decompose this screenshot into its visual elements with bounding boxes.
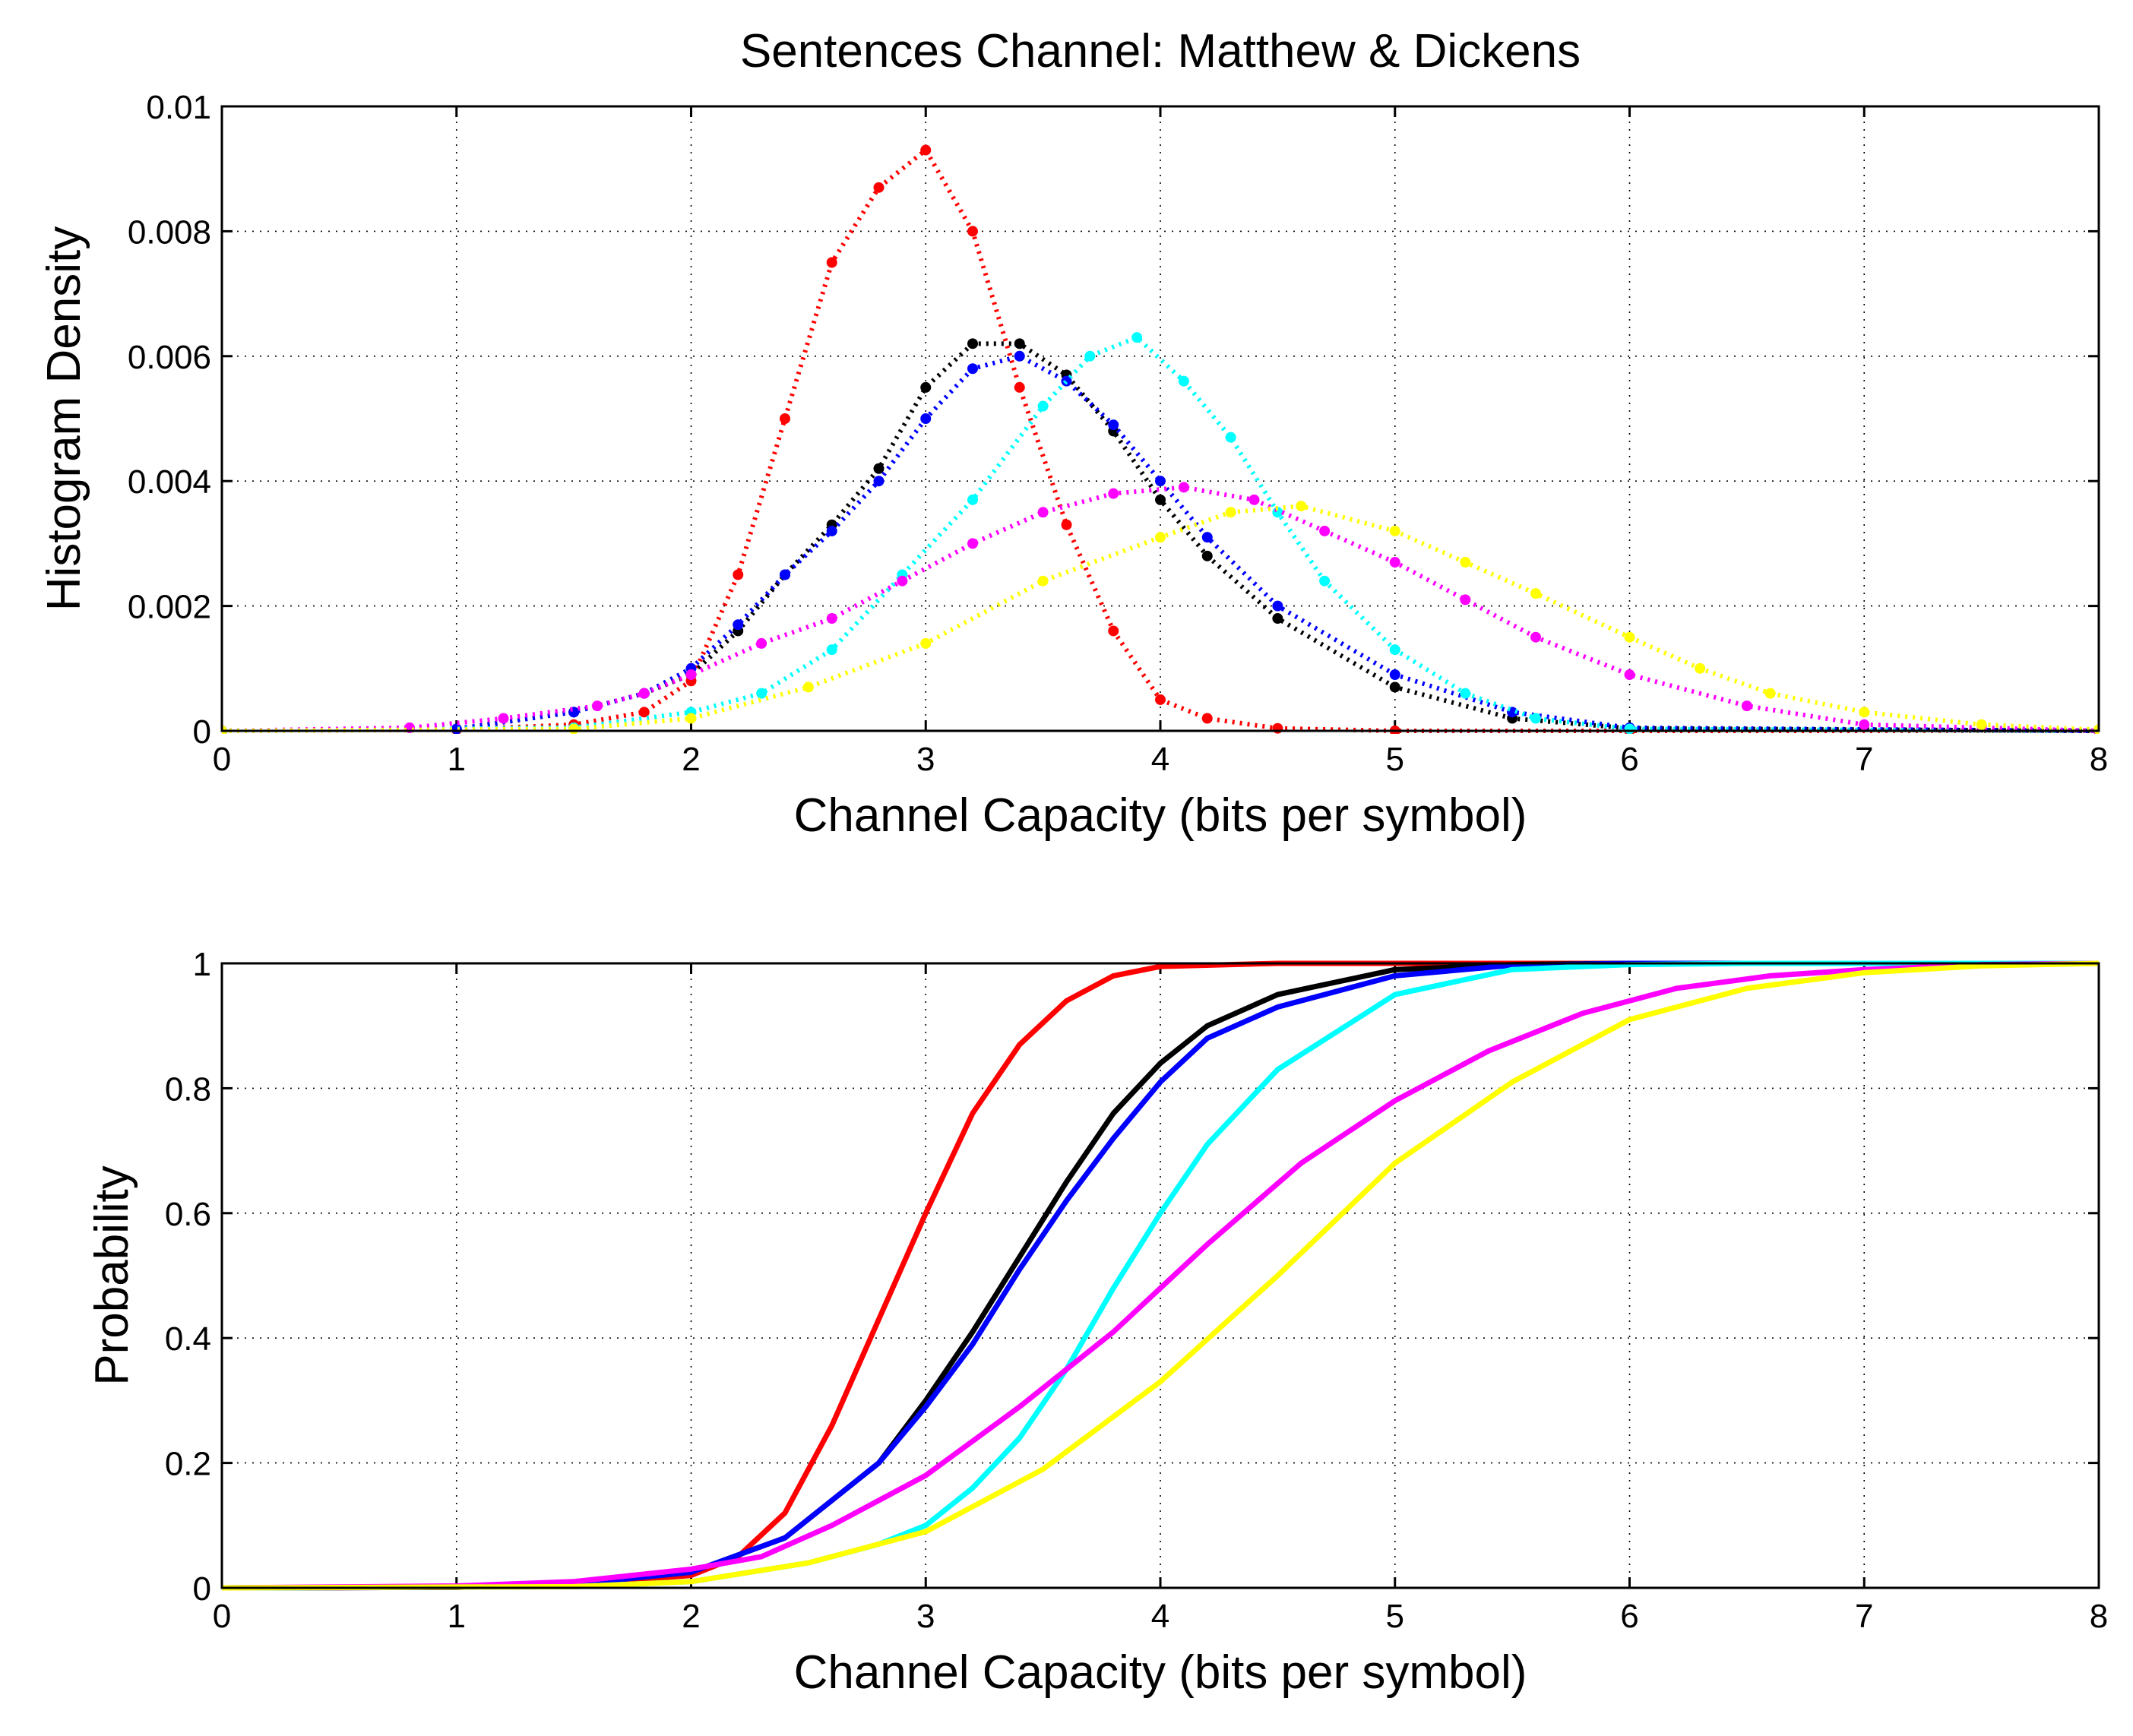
x-tick-label: 3	[916, 1598, 935, 1635]
data-point-black	[1389, 681, 1400, 693]
data-point-magenta	[638, 688, 650, 699]
data-point-blue	[451, 723, 462, 734]
series-red	[222, 144, 2099, 734]
data-point-black	[1155, 494, 1166, 505]
series-line-magenta	[222, 960, 2099, 1591]
histogram-panel: 0 1 2 3 4 5 6 7 8 0 0.002 0.004 0.006 0.008 0.01 Channe…	[38, 89, 2108, 842]
data-point-cyan	[1037, 400, 1049, 412]
x-tick-label: 0	[213, 1598, 231, 1635]
y-tick-label: 0.006	[128, 339, 211, 376]
data-point-cyan	[826, 644, 837, 656]
y-tick-label: 0.6	[165, 1196, 211, 1233]
x-tick-label: 7	[1855, 1598, 1873, 1635]
y-tick-label: 0.4	[165, 1320, 211, 1358]
chart-title: Sentences Channel: Matthew & Dickens	[740, 25, 1581, 77]
data-point-yellow	[568, 723, 580, 734]
data-point-blue	[873, 476, 885, 487]
x-tick-label: 2	[682, 741, 700, 778]
series-trace-red	[222, 146, 2099, 733]
x-axis-label: Channel Capacity (bits per symbol)	[794, 789, 1527, 842]
series-line-yellow	[222, 960, 2099, 1591]
data-point-red	[780, 413, 790, 424]
data-point-black	[1272, 613, 1283, 625]
series-trace-cyan	[222, 334, 2099, 733]
cdf-panel: 0 1 2 3 4 5 6 7 8 0 0.2 0.4 0.6 0.8 1 Channel Capacity …	[86, 946, 2108, 1699]
data-point-cyan	[1084, 350, 1096, 362]
series-magenta	[222, 482, 2099, 734]
x-tick-label: 2	[682, 1598, 700, 1635]
series-trace-yellow	[222, 504, 2099, 733]
x-tick-label: 1	[448, 1598, 466, 1635]
y-tick-label: 0.01	[146, 89, 211, 126]
y-tick-label: 0	[193, 713, 211, 751]
data-point-blue	[1272, 600, 1283, 612]
y-tick-label: 1	[193, 946, 211, 983]
x-tick-label: 4	[1151, 741, 1169, 778]
series-group	[222, 960, 2099, 1591]
x-tick-label: 6	[1620, 1598, 1638, 1635]
data-point-cyan	[1624, 723, 1635, 734]
series-blue	[222, 350, 2099, 734]
x-tick-label: 8	[2090, 741, 2108, 778]
x-axis-label: Channel Capacity (bits per symbol)	[794, 1646, 1527, 1699]
data-point-red	[920, 144, 932, 156]
plot-frame	[220, 962, 2100, 1589]
y-tick-label: 0	[193, 1570, 211, 1608]
data-point-cyan	[1178, 375, 1189, 387]
x-tick-label: 6	[1620, 741, 1638, 778]
series-trace-blue	[222, 353, 2099, 733]
data-point-red	[826, 257, 837, 268]
data-point-blue	[568, 707, 580, 718]
data-point-red	[873, 182, 885, 193]
y-tick-label: 0.8	[165, 1070, 211, 1108]
y-axis-label: Histogram Density	[38, 226, 90, 611]
data-point-magenta	[1248, 494, 1260, 505]
x-tick-label: 4	[1151, 1598, 1169, 1635]
series-group	[222, 144, 2099, 734]
x-tick-label: 7	[1855, 741, 1873, 778]
x-tick-label: 5	[1386, 741, 1404, 778]
data-point-cyan	[967, 494, 978, 505]
y-tick-label: 0.008	[128, 213, 211, 251]
data-point-yellow	[1764, 688, 1776, 699]
data-point-magenta	[1178, 482, 1189, 493]
y-tick-label: 0.002	[128, 589, 211, 626]
y-tick-label: 0.004	[128, 463, 211, 501]
series-line-blue	[222, 960, 2099, 1591]
data-point-yellow	[1530, 588, 1541, 599]
data-point-yellow	[1296, 501, 1307, 512]
data-point-blue	[1201, 532, 1213, 543]
data-point-blue	[826, 525, 837, 536]
x-tick-label: 8	[2090, 1598, 2108, 1635]
x-tick-label: 3	[916, 741, 935, 778]
data-point-black	[1014, 338, 1025, 349]
data-point-cyan	[1530, 713, 1541, 724]
plot-frame	[220, 105, 2100, 732]
x-tick-label: 1	[448, 741, 466, 778]
data-point-red	[733, 569, 744, 580]
data-point-blue	[733, 619, 744, 631]
data-point-black	[873, 463, 885, 474]
y-tick-label: 0.2	[165, 1446, 211, 1483]
x-tick-label: 0	[213, 741, 231, 778]
y-axis-label: Probability	[86, 1165, 138, 1385]
x-tick-label: 5	[1386, 1598, 1404, 1635]
